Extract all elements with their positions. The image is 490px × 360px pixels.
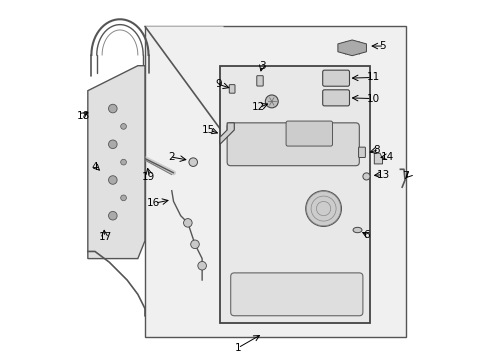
Circle shape [363,173,370,180]
FancyBboxPatch shape [229,85,235,93]
Circle shape [109,176,117,184]
Text: 18: 18 [77,111,90,121]
Polygon shape [145,26,223,134]
Circle shape [109,211,117,220]
Text: 4: 4 [92,162,98,172]
Polygon shape [338,40,367,56]
Text: 15: 15 [201,125,215,135]
Circle shape [109,140,117,149]
Text: 7: 7 [402,171,409,181]
Text: 12: 12 [251,103,265,112]
FancyBboxPatch shape [323,90,349,106]
Text: 14: 14 [381,152,394,162]
Circle shape [266,95,278,108]
Text: 1: 1 [235,343,241,353]
Circle shape [121,195,126,201]
Circle shape [198,261,206,270]
Text: 19: 19 [142,172,155,182]
Text: 8: 8 [373,145,380,155]
Circle shape [184,219,192,227]
Text: 9: 9 [215,78,222,89]
Circle shape [121,159,126,165]
Text: 2: 2 [169,152,175,162]
FancyBboxPatch shape [359,147,366,157]
FancyBboxPatch shape [227,123,359,166]
Text: 10: 10 [367,94,380,104]
Circle shape [189,158,197,166]
Text: 17: 17 [99,232,113,242]
Polygon shape [88,66,145,258]
Ellipse shape [353,227,362,233]
Text: 11: 11 [367,72,380,82]
FancyBboxPatch shape [323,70,349,86]
FancyBboxPatch shape [231,273,363,316]
FancyBboxPatch shape [145,26,406,337]
Text: 3: 3 [259,61,266,71]
Text: 6: 6 [363,230,369,240]
Circle shape [306,191,342,226]
Polygon shape [220,66,370,323]
Circle shape [191,240,199,249]
Polygon shape [220,123,234,144]
FancyBboxPatch shape [257,76,263,86]
Circle shape [109,104,117,113]
FancyBboxPatch shape [286,121,333,146]
Text: 5: 5 [379,41,386,51]
Polygon shape [374,153,383,164]
Text: 13: 13 [377,170,391,180]
Circle shape [121,123,126,129]
Text: 16: 16 [147,198,160,208]
